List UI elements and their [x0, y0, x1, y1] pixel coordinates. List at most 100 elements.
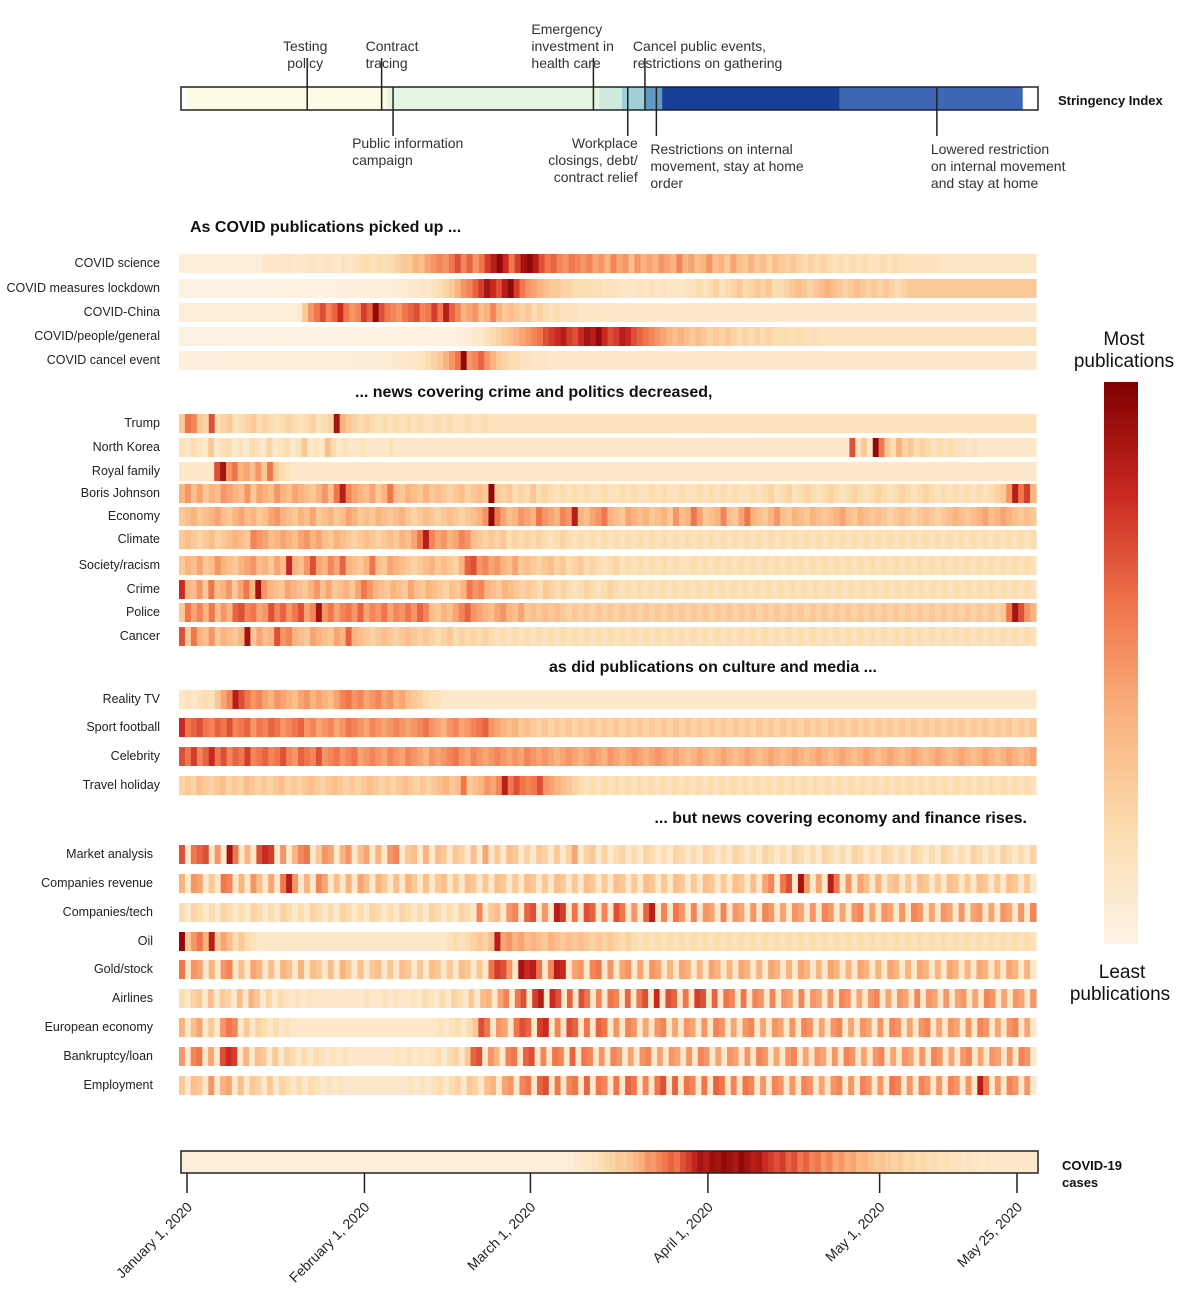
heat-cell — [296, 1076, 303, 1095]
section-caption: ... news covering crime and politics dec… — [355, 384, 712, 401]
heat-cell — [851, 603, 859, 622]
heat-cell — [530, 690, 537, 709]
heat-cell — [1018, 327, 1025, 346]
heat-cell — [736, 351, 744, 370]
heat-cell — [684, 507, 692, 526]
covid-cell — [480, 1151, 487, 1173]
heat-cell — [893, 556, 900, 575]
heat-cell — [720, 507, 728, 526]
heat-cell — [827, 874, 835, 893]
heat-cell — [315, 484, 323, 503]
heat-cell — [179, 254, 186, 273]
heat-cell — [1001, 438, 1008, 457]
heat-cell — [719, 1018, 726, 1037]
heat-cell — [952, 414, 960, 433]
heat-cell — [911, 845, 918, 864]
heat-cell — [983, 462, 990, 481]
heat-cell — [536, 845, 543, 864]
heat-cell — [243, 1076, 251, 1095]
heat-cell — [464, 960, 472, 979]
heat-cell — [1006, 279, 1014, 298]
heat-cell — [290, 303, 297, 322]
section-caption: as did publications on culture and media… — [549, 659, 877, 676]
heat-cell — [214, 462, 221, 481]
heat-cell — [396, 462, 403, 481]
heat-cell — [378, 1018, 386, 1037]
heat-cell — [584, 776, 591, 795]
heat-cell — [578, 1018, 585, 1037]
heat-cell — [274, 254, 282, 273]
heat-cell — [850, 254, 857, 273]
heat-cell — [930, 462, 937, 481]
heat-cell — [875, 960, 882, 979]
heat-cell — [786, 530, 793, 549]
heat-cell — [431, 327, 438, 346]
heat-cell — [916, 845, 924, 864]
heat-cell — [330, 1047, 338, 1066]
heat-cell — [407, 279, 415, 298]
heat-cell — [883, 303, 890, 322]
heat-cell — [494, 960, 501, 979]
heat-cell — [672, 960, 680, 979]
heat-cell — [214, 747, 222, 766]
heat-cell — [482, 960, 490, 979]
heat-cell — [208, 303, 215, 322]
heat-cell — [501, 776, 509, 795]
heat-cell — [768, 874, 775, 893]
heat-cell — [298, 254, 306, 273]
heat-cell — [768, 603, 775, 622]
heat-cell — [256, 718, 263, 737]
heat-cell — [643, 627, 650, 646]
heat-cell — [821, 414, 829, 433]
heat-cell — [569, 1047, 577, 1066]
heat-cell — [928, 530, 936, 549]
heat-cell — [899, 747, 906, 766]
heat-cell — [424, 254, 432, 273]
heat-cell — [654, 327, 661, 346]
heat-cell — [244, 747, 252, 766]
heat-cell — [727, 1047, 734, 1066]
heat-cell — [434, 718, 442, 737]
heat-cell — [226, 507, 234, 526]
heat-cell — [488, 530, 496, 549]
heat-cell — [815, 603, 823, 622]
heat-cell — [423, 845, 430, 864]
heat-cell — [518, 556, 525, 575]
heat-cell — [306, 989, 313, 1008]
heat-cell — [333, 690, 341, 709]
row-label: Gold/stock — [94, 962, 154, 976]
heat-cell — [355, 327, 362, 346]
heat-cell — [859, 303, 867, 322]
heat-cell — [278, 462, 286, 481]
heat-cell — [589, 484, 597, 503]
heat-cell — [636, 580, 644, 599]
heat-cell — [940, 932, 948, 951]
heat-cell — [357, 874, 365, 893]
heat-cell — [446, 903, 454, 922]
heat-cell — [983, 1076, 990, 1095]
heat-cell — [405, 845, 412, 864]
heat-cell — [643, 414, 650, 433]
covid-cell — [597, 1151, 605, 1173]
heat-cell — [619, 989, 626, 1008]
covid-cell — [292, 1151, 299, 1173]
heat-cell — [589, 1018, 597, 1037]
heat-cell — [214, 530, 222, 549]
heat-cell — [619, 580, 626, 599]
heat-cell — [531, 303, 538, 322]
heat-cell — [947, 1018, 955, 1037]
heat-cell — [899, 903, 906, 922]
heat-cell — [672, 580, 679, 599]
heat-cell — [250, 414, 257, 433]
heat-cell — [601, 932, 609, 951]
heat-cell — [464, 414, 472, 433]
heat-cell — [778, 254, 785, 273]
heat-cell — [525, 351, 532, 370]
covid-label-line2: cases — [1062, 1175, 1098, 1190]
heat-cell — [589, 1076, 597, 1095]
heat-cell — [750, 747, 757, 766]
heat-cell — [384, 462, 391, 481]
heat-cell — [393, 874, 400, 893]
heat-cell — [802, 1047, 810, 1066]
heat-cell — [719, 303, 726, 322]
